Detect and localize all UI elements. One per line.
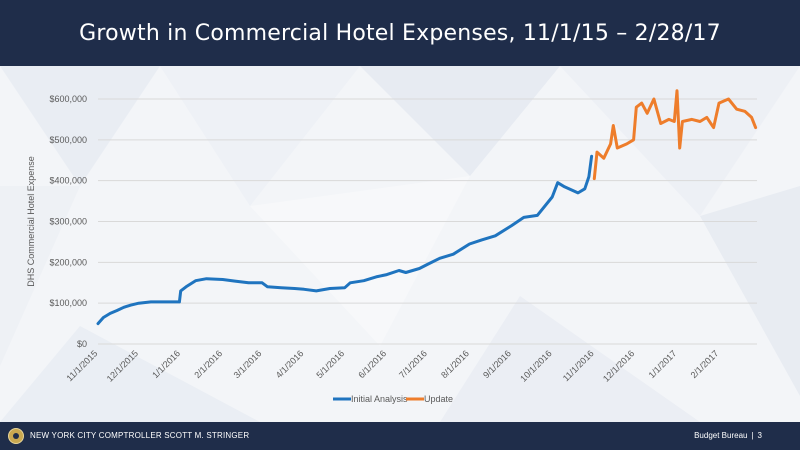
line-chart: $0 $100,000 $200,000 $300,000 $400,000 $500,0… (26, 89, 758, 404)
x-tick-label: 1/1/2017 (647, 348, 679, 380)
background-facets (0, 66, 800, 422)
legend-label: Update (424, 394, 453, 404)
x-tick-label: 9/1/2016 (481, 348, 513, 380)
x-tick-label: 11/1/2016 (561, 348, 596, 383)
legend-label: Initial Analysis (351, 394, 408, 404)
y-tick-label: $200,000 (49, 257, 87, 267)
x-tick-label: 2/1/2016 (192, 348, 224, 380)
title-bar: Growth in Commercial Hotel Expenses, 11/… (0, 0, 800, 66)
x-tick-label: 12/1/2016 (601, 348, 636, 383)
x-tick-label: 1/1/2016 (150, 348, 182, 380)
series-line-update (592, 89, 758, 181)
x-tick-label: 4/1/2016 (274, 348, 306, 380)
footer-separator: | (751, 431, 754, 440)
y-tick-label: $600,000 (49, 94, 87, 104)
chart-area: $0 $100,000 $200,000 $300,000 $400,000 $500,0… (0, 66, 800, 422)
y-tick-label: $0 (77, 339, 87, 349)
x-tick-label: 2/1/2017 (689, 348, 721, 380)
x-tick-label: 12/1/2015 (105, 348, 140, 383)
series-lines (96, 89, 758, 326)
x-tick-label: 3/1/2016 (232, 348, 264, 380)
y-axis-label: DHS Commercial Hotel Expense (26, 156, 36, 287)
x-tick-label: 6/1/2016 (356, 348, 388, 380)
footer-bar: NEW YORK CITY COMPTROLLER SCOTT M. STRIN… (0, 422, 800, 450)
x-tick-label: 11/1/2015 (65, 348, 100, 383)
footer-right: Budget Bureau | 3 (694, 431, 762, 440)
x-tick-label: 5/1/2016 (314, 348, 346, 380)
x-tick-label: 7/1/2016 (397, 348, 429, 380)
city-seal-icon (8, 428, 24, 444)
gridlines (98, 98, 757, 345)
footer-page-number: 3 (757, 431, 762, 440)
slide-background (0, 66, 800, 422)
x-tick-label: 10/1/2016 (518, 348, 553, 383)
y-tick-label: $400,000 (49, 176, 87, 186)
footer-org: NEW YORK CITY COMPTROLLER SCOTT M. STRIN… (30, 431, 250, 440)
footer-bureau: Budget Bureau (694, 431, 748, 440)
x-tick-label: 8/1/2016 (439, 348, 471, 380)
series-line-initial-analysis (96, 154, 594, 326)
y-axis-ticks: $0 $100,000 $200,000 $300,000 $400,000 $500,0… (49, 94, 87, 349)
y-tick-label: $500,000 (49, 135, 87, 145)
slide-title: Growth in Commercial Hotel Expenses, 11/… (79, 20, 721, 46)
legend: Initial Analysis Update (333, 394, 453, 404)
y-tick-label: $100,000 (49, 298, 87, 308)
y-tick-label: $300,000 (49, 217, 87, 227)
x-axis-ticks: 11/1/2015 12/1/2015 1/1/2016 2/1/2016 3/1/20… (65, 348, 721, 383)
